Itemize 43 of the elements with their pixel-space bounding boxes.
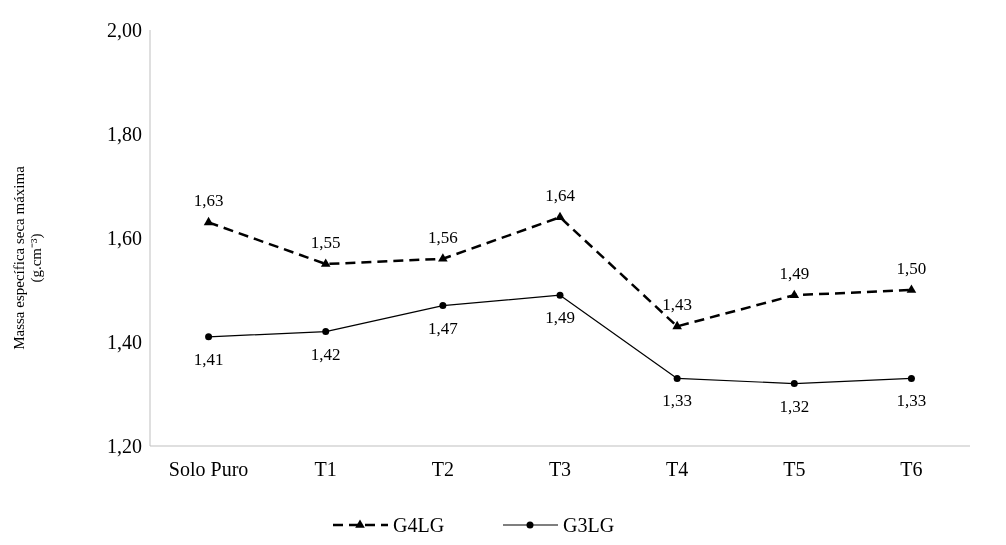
point <box>789 289 800 298</box>
point <box>438 253 448 262</box>
data-label: 1,50 <box>896 258 927 278</box>
data-label: 1,33 <box>896 391 927 411</box>
point <box>556 291 564 299</box>
x-tick-label: T1 <box>314 458 337 480</box>
point <box>907 374 915 382</box>
legend-label: G4LG <box>393 514 445 536</box>
data-label: 1,63 <box>193 191 224 211</box>
data-label: 1,41 <box>193 349 224 369</box>
x-tick-label: T3 <box>548 458 572 480</box>
data-label: 1,64 <box>545 186 576 206</box>
y-axis-title: Massa específica seca máxima (g.cm⁻³) <box>11 165 45 350</box>
x-tick-label: T5 <box>783 458 806 480</box>
data-label: 1,32 <box>779 396 810 416</box>
point <box>203 216 214 226</box>
point <box>673 374 681 382</box>
x-tick-label: T6 <box>900 458 923 480</box>
y-tick-label: 1,20 <box>107 435 142 457</box>
data-label: 1,49 <box>545 308 575 328</box>
point <box>790 380 798 388</box>
data-label: 1,49 <box>779 264 810 284</box>
data-label: 1,42 <box>310 344 341 364</box>
point <box>672 320 682 330</box>
x-tick-label: Solo Puro <box>168 458 249 480</box>
y-tick-label: 2,00 <box>107 19 142 41</box>
point <box>320 258 331 267</box>
data-label: 1,33 <box>662 391 693 411</box>
point <box>205 333 213 341</box>
y-tick-label: 1,80 <box>107 123 142 145</box>
data-label: 1,55 <box>310 232 341 252</box>
data-label: 1,43 <box>662 295 693 315</box>
y-tick-label: 1,60 <box>107 227 142 249</box>
x-tick-label: T2 <box>431 458 454 480</box>
point <box>555 211 565 220</box>
data-label: 1,47 <box>427 318 459 338</box>
y-tick-label: 1,40 <box>107 331 142 353</box>
legend-label: G3LG <box>563 514 615 536</box>
data-label: 1,56 <box>427 227 458 247</box>
x-tick-label: T4 <box>666 458 689 480</box>
point <box>906 284 917 293</box>
point <box>439 302 447 310</box>
point <box>322 328 330 336</box>
